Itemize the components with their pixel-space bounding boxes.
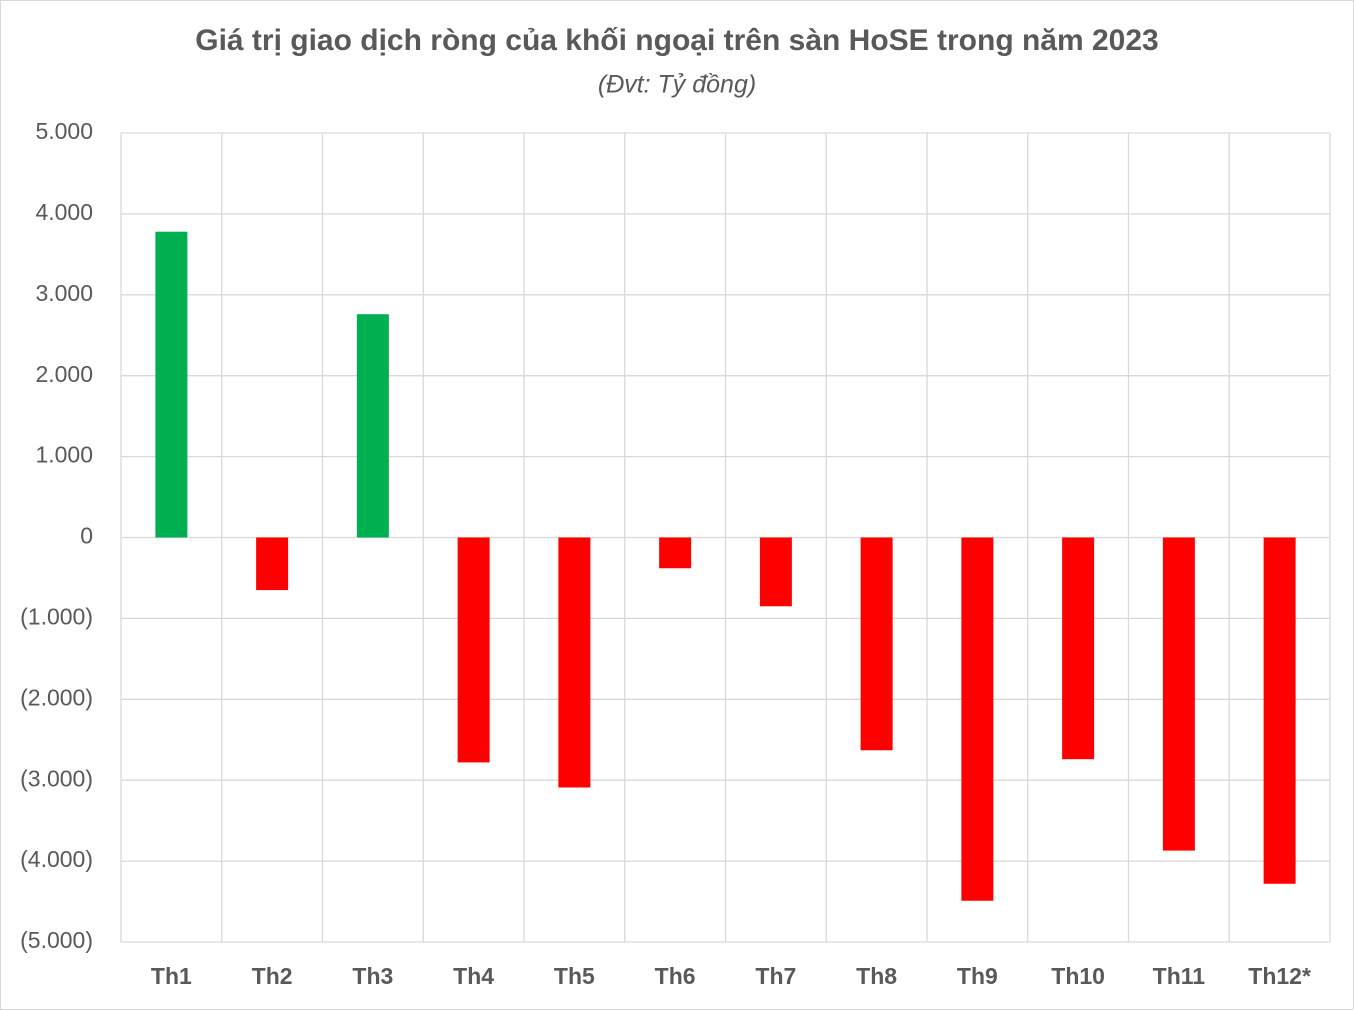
x-tick-label: Th1 [151, 963, 192, 989]
y-tick-label: 2.000 [35, 361, 93, 387]
y-tick-label: (4.000) [20, 846, 93, 872]
y-tick-label: (5.000) [20, 927, 93, 953]
bar [558, 537, 591, 788]
chart-title: Giá trị giao dịch ròng của khối ngoại tr… [195, 24, 1159, 57]
y-tick-label: 5.000 [35, 118, 93, 144]
bar [1062, 537, 1095, 760]
chart-subtitle: (Đvt: Tỷ đồng) [598, 71, 756, 99]
bar [961, 537, 994, 901]
x-tick-label: Th11 [1153, 963, 1206, 989]
bar [659, 537, 692, 569]
x-tick-label: Th4 [453, 963, 494, 989]
y-tick-label: 4.000 [35, 199, 93, 225]
bar [1263, 537, 1296, 884]
x-tick-label: Th9 [957, 963, 998, 989]
bar [256, 537, 289, 591]
x-tick-label: Th3 [352, 963, 393, 989]
x-tick-label: Th12* [1248, 963, 1311, 989]
y-tick-label: (1.000) [20, 603, 93, 629]
x-tick-label: Th5 [554, 963, 595, 989]
bar [155, 231, 188, 538]
bar [1162, 537, 1195, 851]
x-tick-label: Th10 [1051, 963, 1105, 989]
x-tick-label: Th2 [252, 963, 293, 989]
bar [356, 314, 389, 538]
y-tick-label: (3.000) [20, 765, 93, 791]
y-tick-label: 0 [80, 523, 93, 549]
x-tick-label: Th6 [655, 963, 696, 989]
bar [759, 537, 792, 607]
x-tick-label: Th7 [755, 963, 796, 989]
y-tick-label: (2.000) [20, 684, 93, 710]
bar [457, 537, 490, 763]
x-tick-label: Th8 [856, 963, 897, 989]
y-tick-label: 1.000 [35, 442, 93, 468]
y-tick-label: 3.000 [35, 280, 93, 306]
bar [860, 537, 893, 751]
